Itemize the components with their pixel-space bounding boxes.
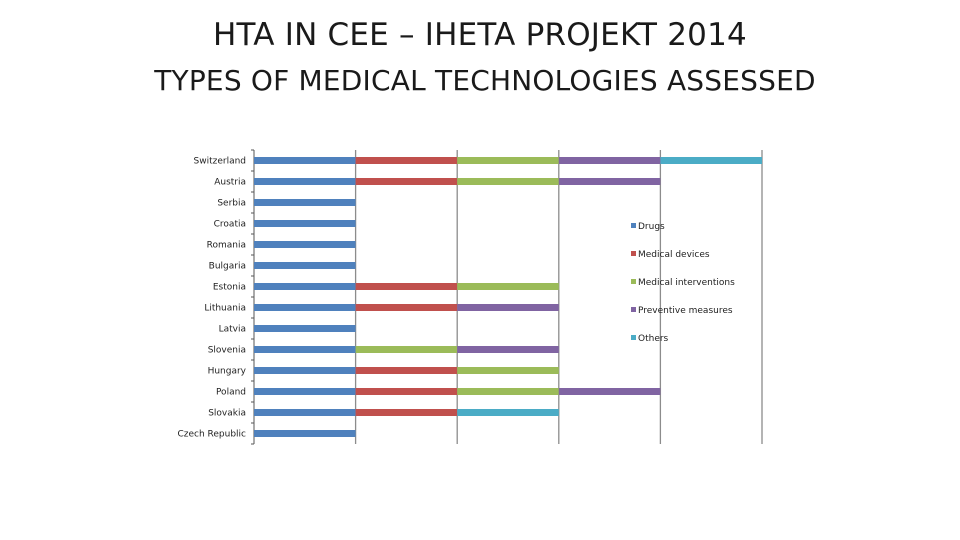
bar-segment — [254, 367, 356, 374]
bar-segment — [355, 157, 458, 164]
bar-segment — [355, 283, 458, 290]
bar-segment — [355, 388, 458, 395]
bar-segment — [457, 283, 559, 290]
legend-swatch — [631, 307, 636, 312]
bar-segment — [254, 220, 356, 227]
category-label: Hungary — [208, 367, 247, 377]
legend-label: Drugs — [638, 222, 665, 232]
category-label: Czech Republic — [177, 430, 246, 440]
legend-swatch — [631, 223, 636, 228]
category-label: Poland — [216, 388, 246, 398]
bar-segment — [254, 409, 356, 416]
bar-segment — [254, 283, 356, 290]
bar-segment — [254, 241, 356, 248]
bar-segment — [355, 178, 458, 185]
chart-title: HTA IN CEE – IHETA PROJEKT 2014 — [213, 17, 747, 53]
category-label: Austria — [214, 178, 246, 188]
category-label: Romania — [207, 241, 246, 251]
category-label: Serbia — [217, 199, 246, 209]
legend-label: Others — [638, 334, 669, 344]
title-block: HTA IN CEE – IHETA PROJEKT 2014 TYPES OF… — [0, 12, 960, 104]
bar-segment — [660, 157, 762, 164]
chart-subtitle: TYPES OF MEDICAL TECHNOLOGIES ASSESSED — [154, 64, 816, 97]
category-label: Slovakia — [208, 409, 246, 419]
bar-segment — [254, 157, 356, 164]
bar-segment — [355, 409, 458, 416]
legend-label: Medical interventions — [638, 278, 735, 288]
bar-segment — [355, 346, 458, 353]
bar-segment — [355, 367, 458, 374]
category-label: Estonia — [213, 283, 246, 293]
category-label: Lithuania — [204, 304, 246, 314]
category-label: Bulgaria — [209, 262, 246, 272]
bar-segment — [254, 304, 356, 311]
bar-segment — [558, 178, 661, 185]
bar-segment — [457, 388, 559, 395]
bar-segment — [457, 367, 559, 374]
bar-segment — [254, 346, 356, 353]
bar-segment — [558, 388, 661, 395]
category-label: Switzerland — [194, 157, 247, 167]
category-label: Croatia — [214, 220, 246, 230]
bar-segment — [457, 304, 559, 311]
bar-segment — [355, 304, 458, 311]
legend-swatch — [631, 335, 636, 340]
legend-label: Medical devices — [638, 250, 710, 260]
bar-segment — [254, 388, 356, 395]
category-label: Slovenia — [208, 346, 246, 356]
bar-segment — [254, 178, 356, 185]
legend-swatch — [631, 251, 636, 256]
legend-label: Preventive measures — [638, 306, 733, 316]
bar-segment — [254, 325, 356, 332]
bar-segment — [254, 262, 356, 269]
category-label: Latvia — [219, 325, 246, 335]
bar-segment — [457, 157, 559, 164]
bar-segment — [457, 409, 559, 416]
legend-swatch — [631, 279, 636, 284]
bar-segment — [457, 346, 559, 353]
bar-segment — [558, 157, 661, 164]
bar-segment — [254, 199, 356, 206]
bar-segment — [457, 178, 559, 185]
bar-segment — [254, 430, 356, 437]
